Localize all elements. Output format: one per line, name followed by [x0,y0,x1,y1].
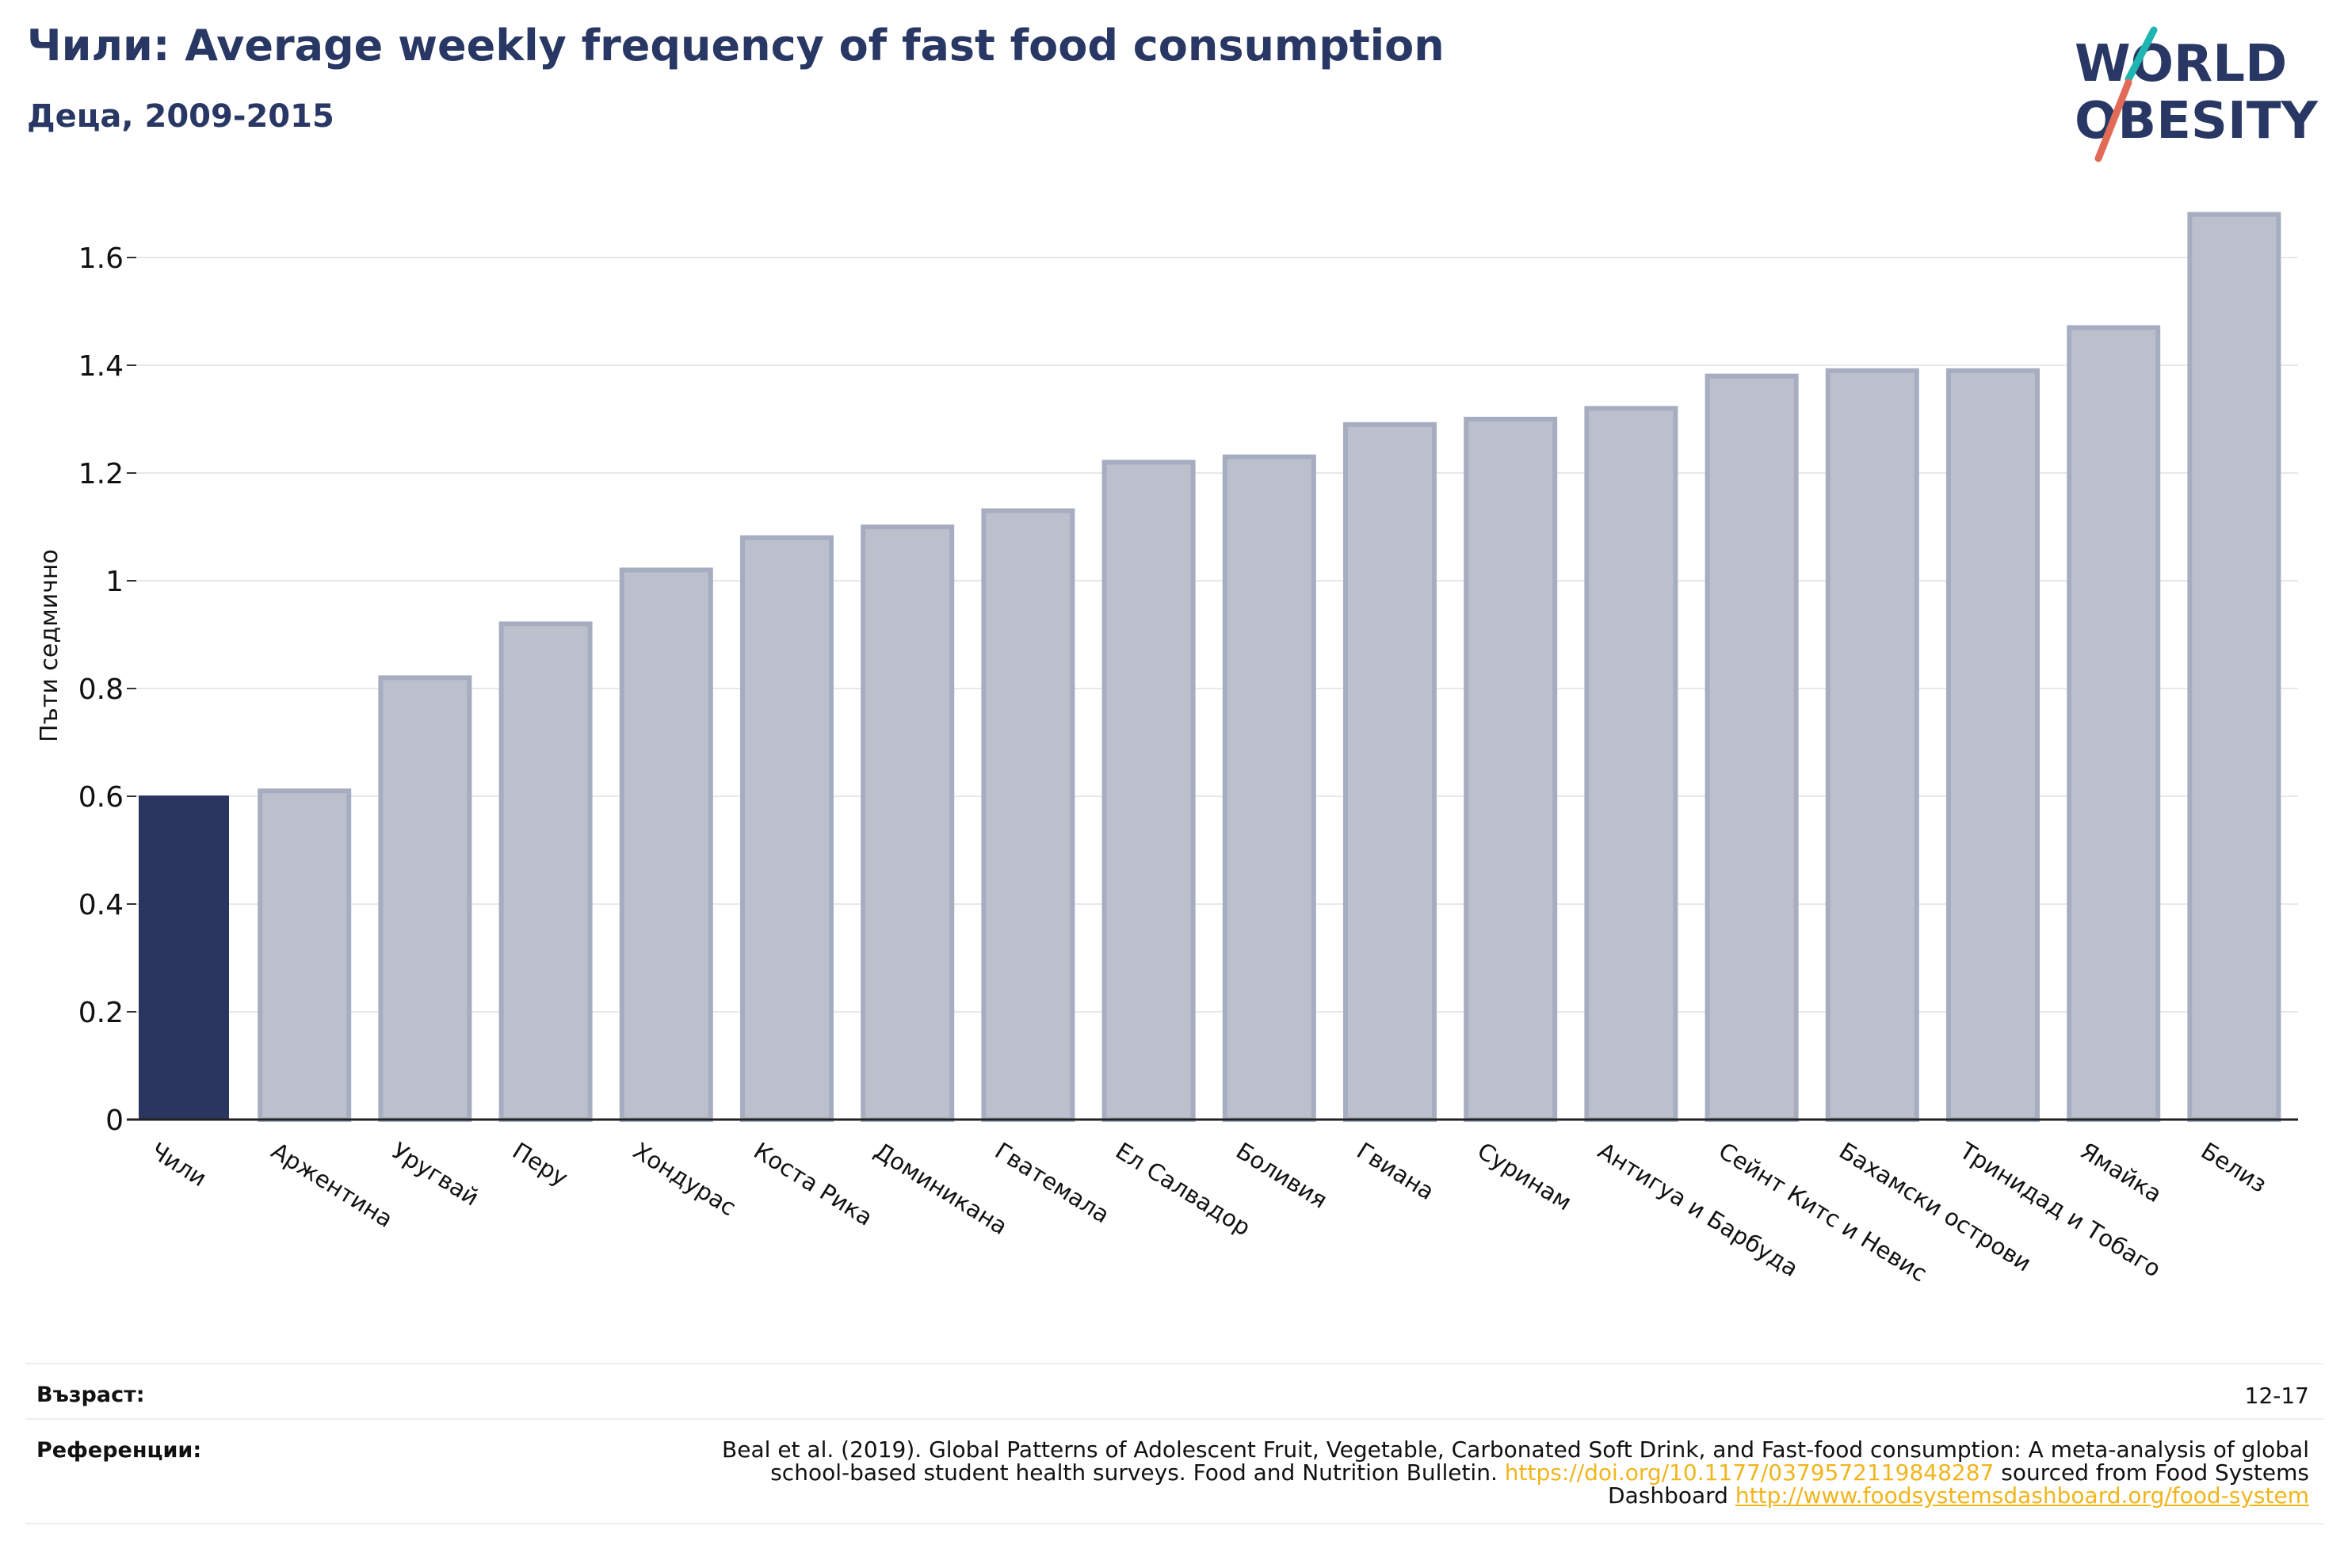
references-text: Beal et al. (2019). Global Patterns of A… [645,1438,2309,1507]
y-axis-label: Пъти седмично [36,549,63,742]
bar-3 [378,675,472,1122]
bar-15 [1825,368,1919,1122]
dashboard-link[interactable]: http://www.foodsystemsdashboard.org/food… [1735,1482,2309,1509]
x-tick-label: Ямайка [2075,1137,2166,1207]
y-tick-label: 0 [105,1104,124,1137]
references-citation: Beal et al. (2019). Global Patterns of A… [722,1436,2309,1486]
x-tick-label: Боливия [1231,1137,1332,1214]
x-tick-label: Суринам [1472,1137,1576,1215]
world-obesity-logo: WORLD OBESITY [2075,26,2318,162]
y-tick-label: 0.4 [78,889,124,921]
bar-9 [1101,460,1196,1122]
x-tick-label: Гвиана [1352,1137,1439,1205]
bar-18 [2187,212,2281,1123]
footer-divider-top [25,1363,2323,1364]
x-tick-label: Сейнт Китс и Невис [1714,1137,1932,1287]
bar-6 [740,535,834,1122]
y-tick-label: 1.6 [78,242,124,275]
y-tick-label: 1.2 [78,458,124,490]
chart-title: Чили: Average weekly frequency of fast f… [27,21,1445,71]
x-tick-label: Аржентина [266,1137,397,1233]
y-tick-label: 1 [105,566,124,598]
y-tick-label: 1.4 [78,350,124,383]
bar-5 [619,567,713,1122]
logo-text-world: WORLD [2075,35,2287,93]
y-tick-label: 0.6 [78,781,124,814]
y-tick-label: 0.2 [78,997,124,1029]
bar-8 [981,508,1075,1122]
bar-16 [1946,368,2040,1122]
x-tick-label: Антигуа и Барбуда [1594,1137,1804,1282]
age-label: Възраст: [36,1383,145,1407]
x-tick-label: Ел Салвадор [1111,1137,1255,1241]
footer-divider-middle [25,1418,2323,1420]
bar-1 [139,795,229,1120]
bar-12 [1464,417,1558,1122]
logo-slash-teal [2124,26,2158,83]
y-tick-label: 0.8 [78,673,124,706]
bar-14 [1705,373,1799,1123]
bars [139,212,2281,1123]
footer-divider-bottom [25,1523,2323,1524]
x-tick-label: Чили [146,1137,212,1192]
bar-13 [1584,406,1678,1122]
logo-slash-coral [2094,78,2132,162]
bar-chart: 0 0.2 0.4 0.6 0.8 1 1.2 1.4 1.6 Чили АржентинаУруг… [36,212,2298,1288]
bar-7 [861,525,955,1122]
grid-lines [136,257,2298,1013]
x-tick-label: Коста Рика [749,1137,877,1231]
bar-11 [1343,422,1437,1122]
bar-2 [258,788,352,1122]
x-tick-label: Белиз [2197,1137,2272,1198]
x-tick-label: Тринидад и Тобаго [1954,1137,2166,1283]
axes [127,257,2298,1121]
x-tick-label: Доминикана [869,1137,1012,1240]
references-source: sourced from Food Systems Dashboard [1608,1459,2309,1509]
x-tick-label: Перу [508,1137,573,1192]
bar-4 [498,621,593,1122]
x-tick-label: Хондурас [628,1137,741,1221]
age-value: 12-17 [2244,1383,2309,1409]
doi-link[interactable]: https://doi.org/10.1177/0379572119848287 [1504,1459,1995,1486]
bar-10 [1222,454,1316,1122]
chart-subtitle: Деца, 2009-2015 [27,98,334,135]
x-tick-label: Бахамски острови [1834,1137,2036,1277]
references-label: Референции: [36,1438,202,1463]
bar-17 [2067,325,2161,1122]
x-tick-label: Уругвай [387,1137,484,1211]
